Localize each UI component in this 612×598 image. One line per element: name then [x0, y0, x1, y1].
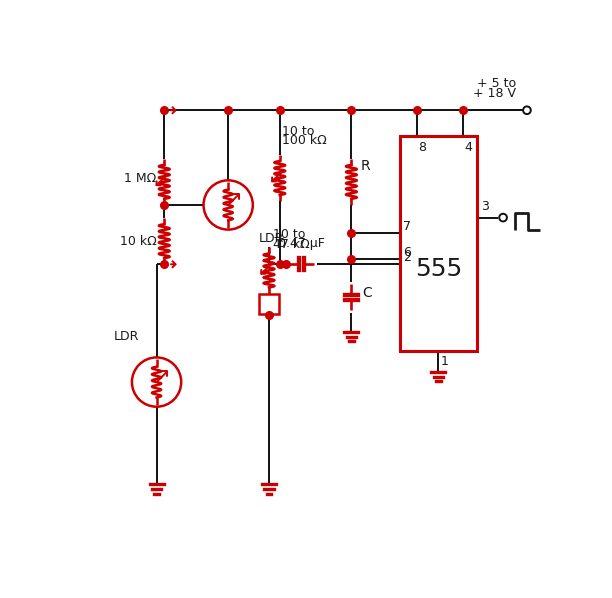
Circle shape [499, 213, 507, 221]
Text: 7: 7 [403, 221, 411, 233]
Circle shape [523, 106, 531, 114]
Bar [259, 294, 279, 313]
Text: 8: 8 [419, 141, 427, 154]
Text: + 5 to: + 5 to [477, 77, 516, 90]
Text: 100 kΩ: 100 kΩ [282, 134, 327, 147]
Text: 555: 555 [415, 257, 462, 281]
Text: C: C [362, 286, 372, 300]
Text: 2: 2 [403, 251, 411, 264]
Bar [400, 136, 477, 351]
Text: 4: 4 [465, 141, 472, 154]
Text: 1: 1 [441, 355, 449, 368]
Text: 10 to: 10 to [273, 228, 305, 241]
Text: R: R [360, 159, 370, 173]
Text: + 18 V: + 18 V [473, 87, 516, 100]
Text: LDR: LDR [259, 232, 285, 245]
Text: 47 kΩ: 47 kΩ [273, 238, 310, 251]
Text: LDR: LDR [114, 329, 140, 343]
Text: 10 to: 10 to [282, 125, 315, 138]
Text: 0.47 μF: 0.47 μF [278, 237, 325, 251]
Text: 1 MΩ: 1 MΩ [124, 172, 157, 185]
Text: 3: 3 [481, 200, 488, 213]
Text: 6: 6 [403, 246, 411, 259]
Text: 10 kΩ: 10 kΩ [120, 234, 157, 248]
